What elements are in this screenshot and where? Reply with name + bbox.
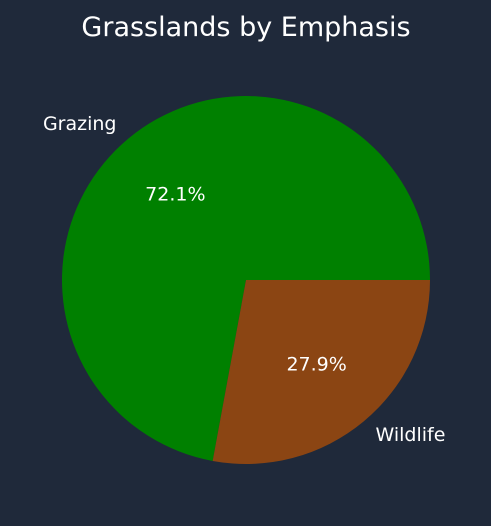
percent-label-grazing: 72.1% <box>145 184 205 206</box>
category-label-grazing: Grazing <box>43 113 117 135</box>
chart-title: Grasslands by Emphasis <box>81 12 410 43</box>
category-label-wildlife: Wildlife <box>376 424 446 446</box>
pie-labels: Grazing 72.1% Wildlife 27.9% <box>43 113 445 446</box>
percent-label-wildlife: 27.9% <box>286 353 346 375</box>
pie-slice-wildlife <box>212 280 430 464</box>
pie-slices <box>61 96 430 464</box>
pie-slice-grazing <box>61 96 430 461</box>
